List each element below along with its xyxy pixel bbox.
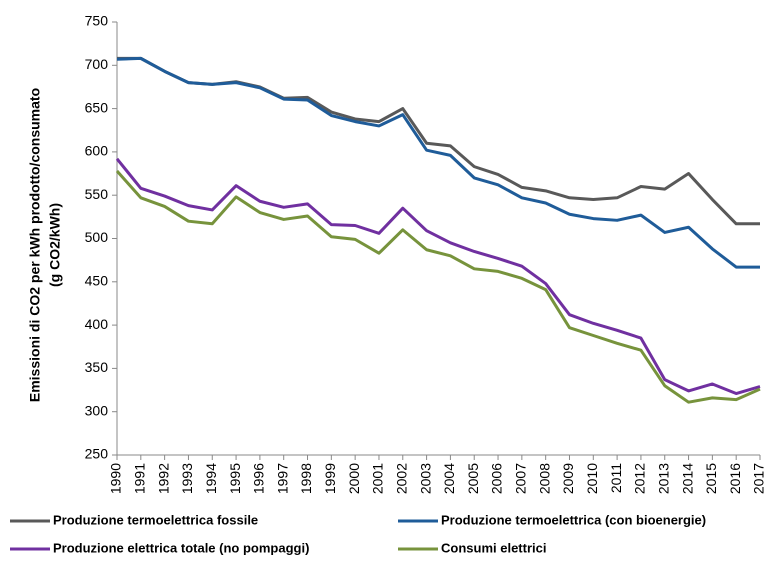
y-tick-label: 500 — [85, 229, 109, 245]
x-tick-label: 1993 — [179, 463, 195, 494]
x-tick-label: 2017 — [751, 463, 767, 494]
line-series — [115, 169, 761, 404]
y-tick-label: 650 — [85, 99, 109, 115]
x-tick-label: 2014 — [679, 463, 695, 494]
x-tick-label: 2009 — [560, 463, 576, 494]
x-tick-label: 2004 — [441, 463, 457, 494]
y-axis-title: Emissioni di CO2 per kWh prodotto/consum… — [27, 88, 43, 402]
line-series — [116, 56, 760, 269]
legend-label: Produzione elettrica totale (no pompaggi… — [53, 540, 309, 555]
y-axis-title: (g CO2/kWh) — [47, 203, 63, 287]
y-tick-label: 700 — [85, 56, 109, 72]
x-tick-label: 1996 — [251, 463, 267, 494]
x-tick-label: 1997 — [274, 463, 290, 494]
x-tick-label: 1991 — [132, 463, 148, 494]
y-tick-label: 750 — [85, 13, 109, 29]
x-tick-label: 1990 — [108, 463, 124, 494]
line-series — [115, 157, 761, 396]
legend-label: Produzione termoelettrica fossile — [53, 512, 258, 527]
x-tick-label: 1995 — [227, 463, 243, 494]
y-tick-label: 550 — [85, 186, 109, 202]
x-tick-label: 2013 — [655, 463, 671, 494]
x-tick-label: 2005 — [465, 463, 481, 494]
x-tick-label: 1998 — [298, 463, 314, 494]
x-tick-label: 1994 — [203, 463, 219, 494]
y-tick-label: 300 — [85, 402, 109, 418]
legend-label: Produzione termoelettrica (con bioenergi… — [441, 512, 706, 527]
x-tick-label: 2007 — [513, 463, 529, 494]
y-tick-label: 250 — [85, 446, 109, 462]
x-tick-label: 2012 — [632, 463, 648, 494]
y-tick-label: 600 — [85, 143, 109, 159]
x-tick-label: 1999 — [322, 463, 338, 494]
y-tick-label: 450 — [85, 273, 109, 289]
x-tick-label: 2000 — [346, 463, 362, 494]
y-tick-label: 350 — [85, 359, 109, 375]
x-tick-label: 2003 — [417, 463, 433, 494]
y-tick-label: 400 — [85, 316, 109, 332]
x-tick-label: 2006 — [489, 463, 505, 494]
legend-label: Consumi elettrici — [441, 540, 546, 555]
x-tick-label: 1992 — [155, 463, 171, 494]
x-tick-label: 2002 — [393, 463, 409, 494]
x-tick-label: 2016 — [727, 463, 743, 494]
x-tick-label: 2001 — [370, 463, 386, 494]
x-tick-label: 2010 — [584, 463, 600, 494]
x-tick-label: 2015 — [703, 463, 719, 494]
x-tick-label: 2011 — [608, 463, 624, 493]
x-tick-label: 2008 — [536, 463, 552, 494]
